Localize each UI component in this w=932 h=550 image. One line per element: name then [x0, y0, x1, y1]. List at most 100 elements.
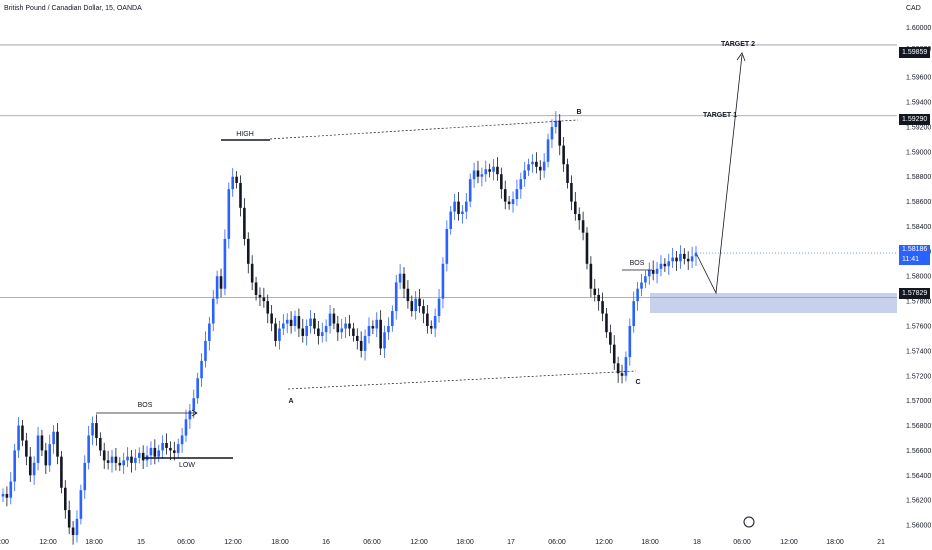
- candle-body: [647, 270, 651, 277]
- x-tick-label: 18:00: [85, 539, 103, 546]
- x-tick-label: 18:00: [456, 539, 474, 546]
- candle-body: [464, 201, 468, 212]
- candle-body: [344, 323, 347, 329]
- candle-body: [484, 169, 488, 175]
- x-tick-label: :00: [0, 539, 9, 546]
- candle-body: [624, 357, 628, 376]
- candle-body: [114, 456, 118, 463]
- candle-body: [589, 263, 593, 289]
- x-tick-label: 06:00: [733, 539, 751, 546]
- projection-arrowhead: [736, 52, 746, 62]
- last-price-badge: 1.58186 11:41: [899, 245, 931, 265]
- candle-body: [149, 447, 153, 456]
- candle-body: [196, 378, 199, 399]
- candle-body: [410, 301, 414, 312]
- y-tick-label: 1.56800: [906, 423, 931, 430]
- candle-body: [106, 460, 110, 463]
- candle-body: [223, 238, 227, 289]
- candle-body: [173, 450, 176, 453]
- candle-body: [538, 166, 542, 171]
- candle-body: [340, 328, 344, 333]
- candle-body: [289, 319, 293, 327]
- candle-body: [414, 298, 417, 312]
- candle-body: [406, 288, 410, 302]
- entry-price-badge: 1.57829: [899, 288, 931, 299]
- candle-body: [336, 323, 340, 333]
- bos-arrowhead: [191, 409, 198, 417]
- candle-body: [379, 319, 382, 349]
- x-tick-label: 06:00: [177, 539, 195, 546]
- candle-body: [441, 263, 445, 299]
- bar-countdown: 11:41: [902, 256, 919, 263]
- candle-body: [562, 145, 565, 165]
- candle-body: [581, 220, 585, 233]
- y-tick-label: 1.56600: [906, 448, 931, 455]
- candle-body: [126, 456, 129, 461]
- candle-body: [56, 431, 59, 457]
- candle-body: [426, 313, 429, 327]
- candle-body: [527, 164, 530, 171]
- candle-body: [496, 166, 499, 175]
- candle-body: [433, 316, 437, 329]
- candle-body: [488, 169, 491, 172]
- candle-body: [192, 398, 196, 411]
- candle-body: [235, 176, 238, 183]
- candle-body: [632, 301, 636, 327]
- candle-body: [371, 326, 375, 329]
- annotation-label: HIGH: [236, 131, 254, 138]
- y-tick-label: 1.59000: [906, 149, 931, 156]
- candle-body: [398, 273, 402, 283]
- y-tick-label: 1.58400: [906, 224, 931, 231]
- candle-body: [25, 440, 28, 457]
- candle-body: [391, 311, 394, 327]
- y-tick-label: 1.59600: [906, 75, 931, 82]
- candle-body: [188, 410, 192, 420]
- candle-body: [363, 335, 367, 351]
- candle-body: [445, 228, 449, 264]
- y-tick-label: 1.56400: [906, 473, 931, 480]
- candle-body: [574, 201, 577, 215]
- y-tick-label: 1.57400: [906, 348, 931, 355]
- candle-body: [535, 161, 538, 167]
- candle-body: [694, 252, 698, 257]
- candle-body: [67, 510, 71, 528]
- candle-body: [36, 435, 40, 463]
- candle-body: [180, 435, 184, 445]
- y-tick-label: 1.57000: [906, 398, 931, 405]
- annotation-label: B: [576, 109, 581, 116]
- candle-body: [690, 256, 694, 262]
- candle-body: [99, 437, 102, 451]
- candle-body: [157, 450, 161, 457]
- candle-body: [153, 447, 157, 457]
- candle-body: [208, 323, 211, 341]
- annotation-label: C: [635, 379, 640, 386]
- candle-body: [511, 199, 515, 205]
- candle-body: [566, 164, 569, 183]
- candle-body: [667, 261, 671, 267]
- annotation-label: TARGET 1: [703, 112, 737, 119]
- candle-body: [472, 170, 476, 180]
- x-tick-label: 17: [507, 539, 515, 546]
- candle-body: [169, 447, 172, 451]
- candle-body: [394, 282, 398, 312]
- candle-body: [628, 326, 632, 358]
- candle-body: [141, 452, 145, 461]
- candle-body: [593, 288, 597, 295]
- y-tick-label: 1.58800: [906, 174, 931, 181]
- candle-body: [355, 335, 359, 341]
- candle-body: [1, 493, 5, 497]
- candle-body: [9, 481, 13, 498]
- candle-body: [320, 332, 324, 336]
- candle-body: [71, 527, 75, 536]
- candle-body: [258, 294, 262, 298]
- candle-body: [531, 161, 534, 165]
- candle-body: [429, 326, 433, 329]
- y-tick-label: 1.59400: [906, 100, 931, 107]
- candle-body: [550, 126, 554, 140]
- candle-body: [651, 270, 655, 274]
- candle-body: [17, 425, 20, 451]
- candle-body: [387, 326, 390, 333]
- candle-body: [523, 170, 526, 180]
- candle-body: [137, 452, 141, 458]
